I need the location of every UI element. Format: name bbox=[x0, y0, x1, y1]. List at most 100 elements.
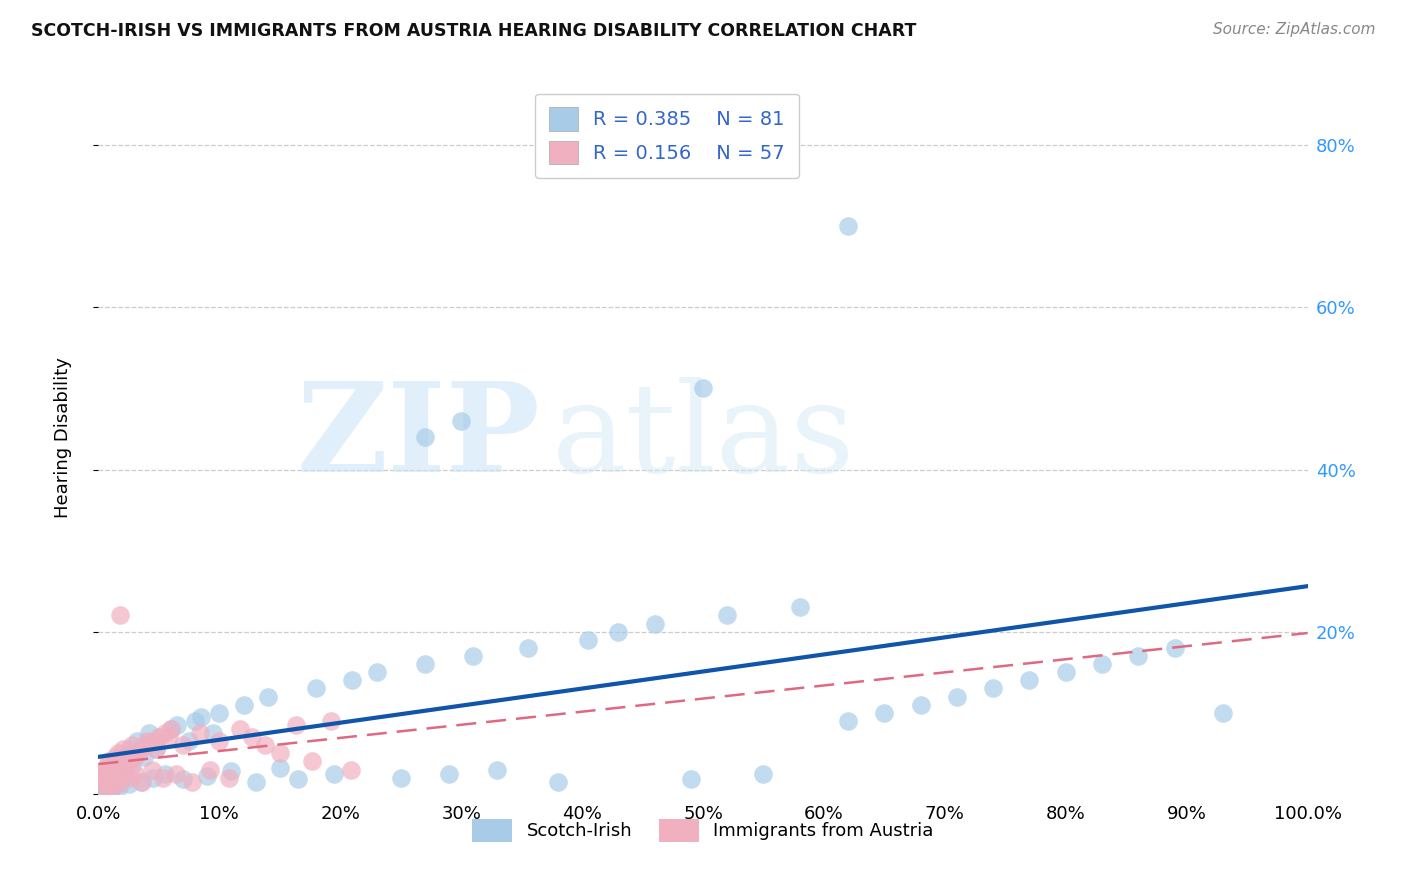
Point bbox=[981, 681, 1004, 696]
Point bbox=[157, 730, 180, 744]
Point bbox=[111, 742, 134, 756]
Y-axis label: Hearing Disability: Hearing Disability bbox=[53, 357, 72, 517]
Point bbox=[153, 766, 176, 780]
Point bbox=[269, 761, 291, 775]
Point bbox=[103, 774, 125, 789]
Point bbox=[160, 722, 183, 736]
Point bbox=[165, 766, 187, 780]
Point bbox=[1018, 673, 1040, 688]
Point bbox=[148, 730, 170, 744]
Point bbox=[389, 771, 412, 785]
Point bbox=[142, 734, 165, 748]
Point bbox=[124, 766, 146, 780]
Point bbox=[135, 738, 157, 752]
Point bbox=[837, 219, 859, 234]
Point bbox=[118, 771, 141, 785]
Point bbox=[100, 782, 122, 797]
Point bbox=[644, 616, 666, 631]
Point bbox=[340, 763, 363, 777]
Point bbox=[1212, 706, 1234, 720]
Point bbox=[254, 738, 277, 752]
Point bbox=[166, 718, 188, 732]
Point bbox=[108, 777, 131, 791]
Point bbox=[93, 779, 115, 793]
Point bbox=[91, 779, 114, 793]
Point bbox=[873, 706, 896, 720]
Point bbox=[190, 710, 212, 724]
Point bbox=[450, 414, 472, 428]
Point bbox=[269, 747, 291, 761]
Point bbox=[256, 690, 278, 704]
Point bbox=[127, 734, 149, 748]
Point bbox=[121, 738, 143, 752]
Point bbox=[135, 734, 157, 748]
Point bbox=[789, 600, 811, 615]
Point bbox=[104, 764, 127, 779]
Point bbox=[837, 714, 859, 728]
Point bbox=[101, 758, 124, 772]
Point bbox=[1091, 657, 1114, 672]
Point bbox=[184, 714, 207, 728]
Point bbox=[208, 734, 231, 748]
Point bbox=[188, 726, 211, 740]
Point bbox=[124, 747, 146, 761]
Point bbox=[692, 381, 714, 395]
Point bbox=[100, 780, 122, 795]
Text: atlas: atlas bbox=[551, 376, 855, 498]
Point bbox=[301, 755, 323, 769]
Point bbox=[516, 640, 538, 655]
Point bbox=[103, 779, 125, 793]
Point bbox=[105, 774, 128, 789]
Point bbox=[107, 755, 129, 769]
Point bbox=[366, 665, 388, 680]
Point bbox=[117, 750, 139, 764]
Point bbox=[118, 742, 141, 756]
Point bbox=[94, 771, 117, 785]
Point bbox=[104, 750, 127, 764]
Point bbox=[94, 772, 117, 787]
Point bbox=[463, 648, 485, 663]
Point bbox=[142, 771, 165, 785]
Point bbox=[287, 772, 309, 787]
Point bbox=[91, 766, 114, 780]
Point bbox=[127, 747, 149, 761]
Point bbox=[413, 657, 436, 672]
Point bbox=[716, 608, 738, 623]
Text: SCOTCH-IRISH VS IMMIGRANTS FROM AUSTRIA HEARING DISABILITY CORRELATION CHART: SCOTCH-IRISH VS IMMIGRANTS FROM AUSTRIA … bbox=[31, 22, 917, 40]
Point bbox=[138, 726, 160, 740]
Point bbox=[172, 738, 194, 752]
Point bbox=[118, 777, 141, 791]
Point bbox=[108, 761, 131, 775]
Point bbox=[114, 750, 136, 764]
Point bbox=[108, 756, 131, 770]
Point bbox=[284, 718, 307, 732]
Point bbox=[1163, 640, 1185, 655]
Point bbox=[97, 772, 120, 787]
Point bbox=[547, 774, 569, 789]
Text: Source: ZipAtlas.com: Source: ZipAtlas.com bbox=[1212, 22, 1375, 37]
Point bbox=[245, 774, 267, 789]
Point bbox=[195, 769, 218, 783]
Point bbox=[111, 771, 134, 785]
Point bbox=[305, 681, 328, 696]
Point bbox=[229, 722, 252, 736]
Point bbox=[91, 774, 114, 789]
Point bbox=[486, 763, 509, 777]
Point bbox=[107, 747, 129, 761]
Point bbox=[98, 763, 121, 777]
Point bbox=[179, 734, 201, 748]
Point bbox=[148, 730, 170, 744]
Text: ZIP: ZIP bbox=[297, 376, 540, 498]
Point bbox=[97, 777, 120, 791]
Point bbox=[93, 763, 115, 777]
Point bbox=[946, 690, 969, 704]
Point bbox=[121, 758, 143, 772]
Point bbox=[342, 673, 364, 688]
Point bbox=[131, 774, 153, 789]
Point bbox=[118, 755, 141, 769]
Point bbox=[153, 726, 176, 740]
Point bbox=[108, 608, 131, 623]
Point bbox=[1054, 665, 1077, 680]
Point bbox=[101, 758, 124, 772]
Point bbox=[319, 714, 342, 728]
